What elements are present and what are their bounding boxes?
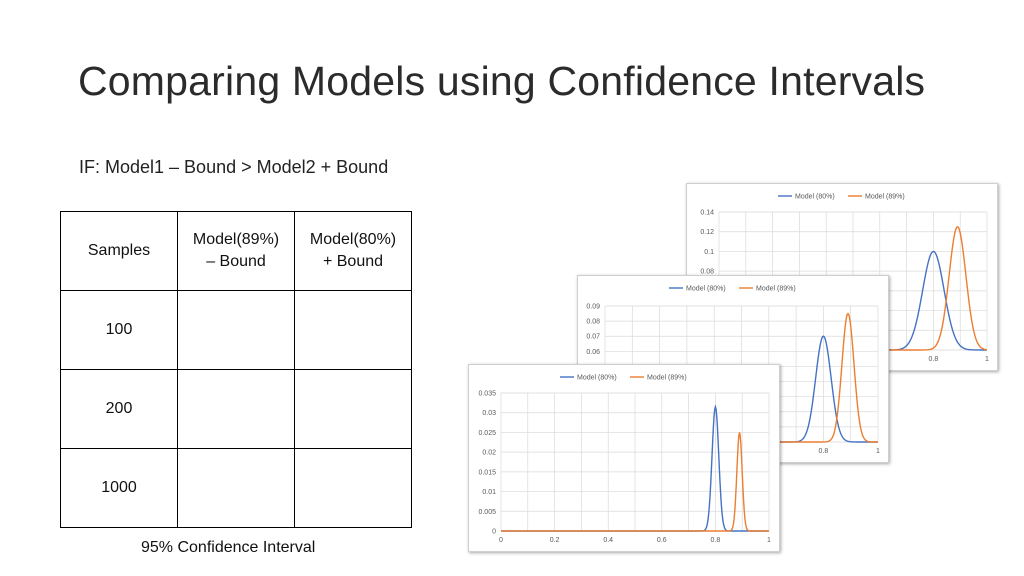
y-tick-label: 0.01 xyxy=(482,489,496,496)
y-tick-label: 0.015 xyxy=(478,469,496,476)
slide-title: Comparing Models using Confidence Interv… xyxy=(78,58,926,104)
header-model80-text: Model(80%) + Bound xyxy=(309,231,397,270)
header-model89-text: Model(89%) – Bound xyxy=(192,231,280,270)
table-row: 1000 xyxy=(60,448,412,528)
y-tick-label: 0.005 xyxy=(478,509,496,516)
x-tick-label: 1 xyxy=(767,537,771,544)
table-cell xyxy=(294,448,412,528)
table-cell: 1000 xyxy=(60,448,178,528)
legend-label: Model (80%) xyxy=(795,194,835,201)
y-tick-label: 0.08 xyxy=(700,269,714,276)
header-model89: Model(89%) – Bound xyxy=(177,211,295,291)
x-tick-label: 0.6 xyxy=(657,537,667,544)
series-line xyxy=(501,432,769,532)
y-tick-label: 0.035 xyxy=(478,391,496,398)
table-cell xyxy=(294,290,412,370)
table-row: 100 xyxy=(60,290,412,370)
y-tick-label: 0.09 xyxy=(586,304,600,311)
y-tick-label: 0.03 xyxy=(482,410,496,417)
y-tick-label: 0.025 xyxy=(478,430,496,437)
table-caption: 95% Confidence Interval xyxy=(141,539,316,556)
table-cell xyxy=(294,369,412,449)
table-cell: 100 xyxy=(60,290,178,370)
x-tick-label: 0.8 xyxy=(711,537,721,544)
x-tick-label: 0.8 xyxy=(929,356,939,363)
table-cell xyxy=(177,448,295,528)
header-samples: Samples xyxy=(60,211,178,291)
chart-front-svg: 0.035 0.03 0.025 0.02 0.015 0.01 0.005 00 0.2 0.4… xyxy=(478,375,771,545)
x-tick-label: 0.4 xyxy=(603,537,613,544)
x-tick-label: 0.8 xyxy=(819,448,829,455)
y-tick-label: 0.1 xyxy=(704,249,714,256)
header-model80: Model(80%) + Bound xyxy=(294,211,412,291)
y-tick-label: 0.06 xyxy=(586,349,600,356)
table-cell xyxy=(177,290,295,370)
y-tick-label: 0.08 xyxy=(586,319,600,326)
legend-label: Model (89%) xyxy=(865,194,905,201)
chart-panel-front: 0.035 0.03 0.025 0.02 0.015 0.01 0.005 0 0 0.2 0.4… xyxy=(468,364,780,552)
table-cell: 200 xyxy=(60,369,178,449)
legend-label: Model (89%) xyxy=(756,286,796,293)
x-tick-label: 0.2 xyxy=(550,537,560,544)
y-tick-label: 0.12 xyxy=(700,229,714,236)
y-tick-label: 0.02 xyxy=(482,450,496,457)
y-tick-label: 0 xyxy=(492,529,496,536)
legend-label: Model (80%) xyxy=(686,286,726,293)
x-tick-label: 1 xyxy=(876,448,880,455)
table-cell xyxy=(177,369,295,449)
legend-label: Model (89%) xyxy=(647,375,687,382)
legend-label: Model (80%) xyxy=(577,375,617,382)
table-header-row: Samples Model(89%) – Bound Model(80%) + … xyxy=(60,211,412,291)
confidence-table: Samples Model(89%) – Bound Model(80%) + … xyxy=(60,211,412,528)
x-tick-label: 0 xyxy=(499,537,503,544)
y-tick-label: 0.07 xyxy=(586,334,600,341)
comparison-rule: IF: Model1 – Bound > Model2 + Bound xyxy=(79,157,389,177)
y-tick-label: 0.14 xyxy=(700,210,714,217)
x-tick-label: 1 xyxy=(985,356,989,363)
table-row: 200 xyxy=(60,369,412,449)
